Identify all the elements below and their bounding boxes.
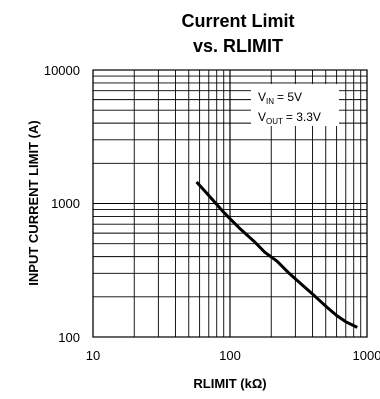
x-tick-100: 100 [219, 348, 241, 363]
chart-title-line-2: vs. RLIMIT [193, 36, 283, 56]
vin-condition: VIN = 5V [258, 90, 302, 106]
y-tick-1000: 1000 [51, 196, 80, 211]
condition-box: VIN = 5V VOUT = 3.3V [251, 84, 339, 126]
series-line [195, 180, 358, 329]
x-tick-1000: 1000 [353, 348, 380, 363]
vout-condition: VOUT = 3.3V [258, 110, 321, 126]
x-axis-label: RLIMIT (kΩ) [193, 376, 266, 391]
y-tick-100: 100 [58, 330, 80, 345]
x-tick-10: 10 [86, 348, 100, 363]
plot-frame [92, 69, 368, 338]
condition-box-bg [251, 84, 339, 126]
y-axis-label: INPUT CURRENT LIMIT (A) [26, 120, 41, 285]
y-tick-10000: 10000 [44, 63, 80, 78]
chart-title-line-1: Current Limit [181, 11, 294, 31]
x-axis-ticks: 10 100 1000 [86, 348, 380, 363]
y-axis-ticks: 10000 1000 100 [44, 63, 80, 345]
